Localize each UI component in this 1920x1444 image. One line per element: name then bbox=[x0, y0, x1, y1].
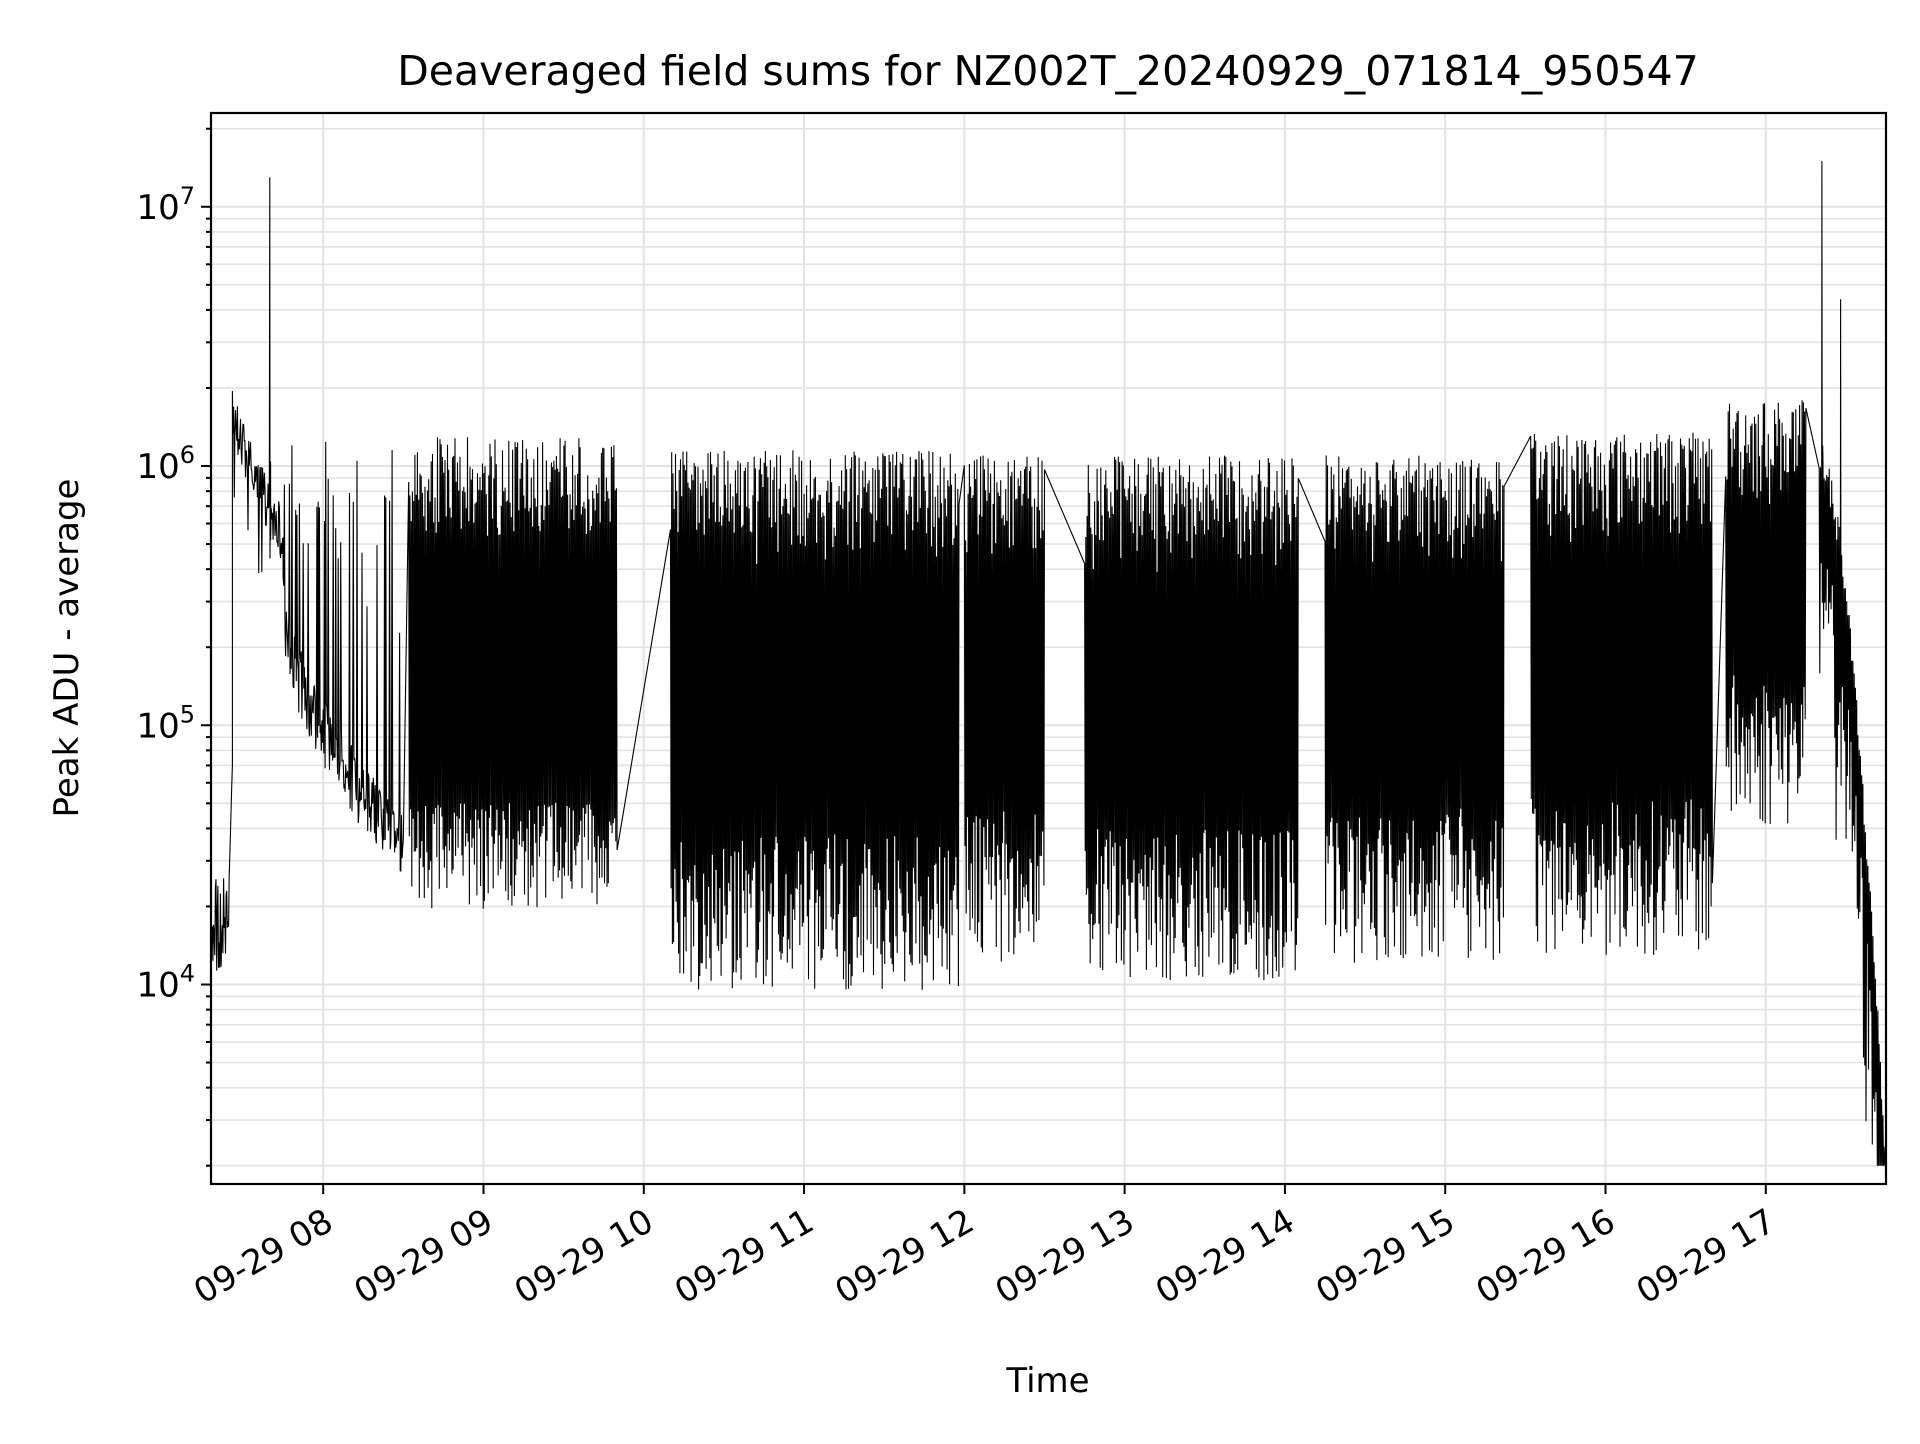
y-tick-label: 105 bbox=[136, 700, 195, 746]
x-tick-label: 09-29 17 bbox=[1630, 1201, 1782, 1312]
x-tick-label: 09-29 14 bbox=[1149, 1201, 1301, 1312]
y-axis: 104 105 106 107 bbox=[136, 127, 211, 1167]
x-tick-label: 09-29 15 bbox=[1309, 1201, 1461, 1312]
x-axis: 09-29 08 09-29 09 09-29 10 09-29 11 09-29 12… bbox=[187, 1184, 1782, 1312]
y-tick-label: 104 bbox=[136, 960, 195, 1006]
x-tick-label: 09-29 11 bbox=[668, 1201, 820, 1312]
x-axis-label: Time bbox=[1005, 1361, 1089, 1401]
x-tick-label: 09-29 09 bbox=[348, 1201, 500, 1312]
y-axis-label: Peak ADU - average bbox=[47, 479, 87, 818]
plot-frame bbox=[209, 111, 1888, 1186]
x-tick-label: 09-29 16 bbox=[1470, 1201, 1622, 1312]
x-tick-label: 09-29 10 bbox=[508, 1201, 660, 1312]
y-tick-label: 107 bbox=[136, 182, 195, 228]
series-line bbox=[210, 161, 1887, 1166]
x-tick-label: 09-29 12 bbox=[828, 1201, 980, 1312]
chart-title: Deaveraged field sums for NZ002T_2024092… bbox=[397, 47, 1699, 95]
x-tick-label: 09-29 08 bbox=[187, 1201, 339, 1312]
y-tick-label: 106 bbox=[136, 441, 195, 487]
x-tick-label: 09-29 13 bbox=[989, 1201, 1141, 1312]
